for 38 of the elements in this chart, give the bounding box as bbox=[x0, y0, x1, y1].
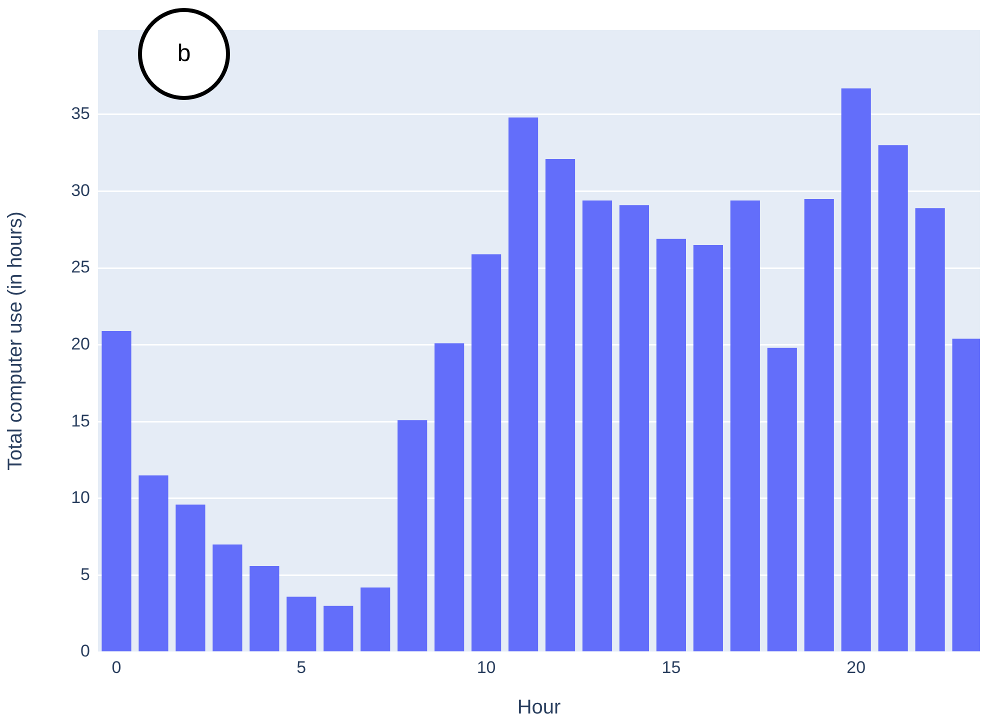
y-tick-label: 20 bbox=[71, 334, 90, 354]
x-tick-label: 20 bbox=[846, 658, 866, 677]
y-tick-label: 35 bbox=[71, 104, 90, 124]
x-axis-title: Hour bbox=[517, 696, 562, 719]
bar bbox=[508, 118, 538, 652]
bar bbox=[545, 159, 576, 652]
bar bbox=[324, 606, 354, 652]
bar bbox=[730, 200, 760, 652]
x-tick-label: 5 bbox=[296, 658, 306, 677]
bar bbox=[878, 145, 908, 652]
y-tick-label: 10 bbox=[71, 488, 90, 508]
bar bbox=[619, 205, 650, 652]
y-tick-label: 15 bbox=[71, 411, 90, 430]
bar bbox=[841, 88, 871, 652]
bar bbox=[102, 331, 132, 652]
bar bbox=[582, 200, 612, 652]
x-tick-label: 10 bbox=[476, 658, 496, 677]
bar bbox=[250, 566, 280, 652]
bar bbox=[138, 475, 168, 652]
y-tick-label: 5 bbox=[80, 564, 90, 584]
y-tick-label: 0 bbox=[80, 642, 90, 661]
y-tick-label: 30 bbox=[71, 180, 90, 200]
y-axis-title: Total computer use (in hours) bbox=[4, 211, 27, 471]
bar bbox=[693, 245, 723, 652]
x-tick-label: 0 bbox=[112, 658, 122, 677]
bar bbox=[176, 504, 206, 652]
bar bbox=[656, 238, 686, 652]
x-tick-label: 15 bbox=[662, 658, 681, 677]
bar bbox=[360, 587, 390, 652]
bar bbox=[434, 343, 464, 652]
bar bbox=[212, 544, 242, 652]
bar bbox=[286, 596, 316, 652]
bar bbox=[472, 254, 502, 652]
bar bbox=[915, 208, 945, 652]
bar bbox=[398, 420, 428, 652]
bar bbox=[804, 198, 834, 652]
y-tick-label: 25 bbox=[71, 258, 90, 277]
bar bbox=[767, 348, 797, 652]
